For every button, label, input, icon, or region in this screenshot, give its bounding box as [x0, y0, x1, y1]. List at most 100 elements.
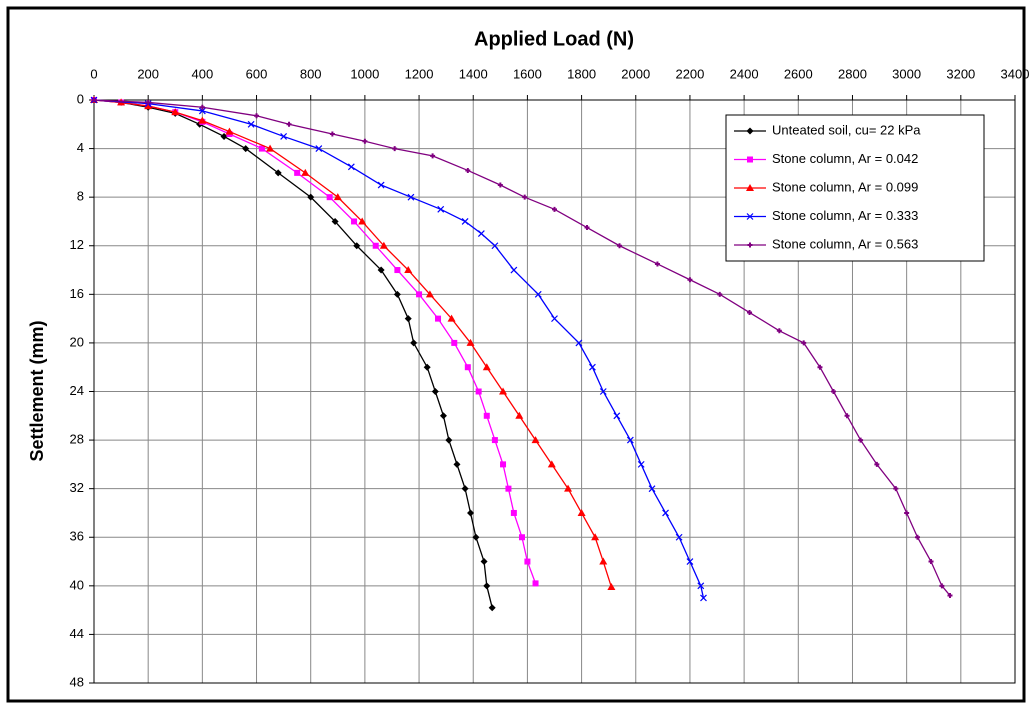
marker: [531, 436, 540, 444]
y-tick-label: 0: [77, 91, 84, 106]
marker: [416, 291, 423, 298]
marker: [445, 436, 453, 444]
y-tick-label: 44: [70, 626, 84, 641]
legend-label: Stone column, Ar = 0.333: [772, 208, 918, 223]
marker: [591, 533, 600, 541]
marker: [482, 363, 491, 371]
marker: [410, 339, 418, 347]
marker: [547, 460, 556, 468]
marker: [700, 594, 707, 602]
marker: [407, 193, 415, 201]
marker: [475, 388, 482, 395]
y-tick-label: 36: [70, 529, 84, 544]
marker: [613, 412, 621, 420]
marker: [425, 290, 434, 298]
marker: [404, 315, 412, 323]
marker: [351, 218, 358, 225]
marker: [522, 194, 528, 200]
marker: [488, 604, 496, 612]
marker: [464, 364, 471, 371]
marker: [844, 413, 850, 419]
marker: [717, 291, 723, 297]
marker: [353, 242, 361, 250]
marker: [274, 169, 282, 177]
y-tick-label: 32: [70, 480, 84, 495]
x-tick-label: 1800: [567, 66, 596, 81]
marker: [497, 182, 503, 188]
marker: [242, 145, 250, 153]
marker: [776, 328, 782, 334]
y-tick-label: 4: [77, 140, 84, 155]
marker: [534, 290, 542, 298]
x-tick-label: 2600: [784, 66, 813, 81]
marker: [510, 266, 518, 274]
marker: [564, 484, 573, 492]
y-tick-label: 8: [77, 189, 84, 204]
marker: [510, 509, 517, 516]
marker: [654, 261, 660, 267]
marker: [254, 113, 260, 119]
legend-label: Stone column, Ar = 0.563: [772, 236, 918, 251]
x-tick-label: 800: [300, 66, 322, 81]
marker: [588, 363, 596, 371]
x-tick-label: 0: [90, 66, 97, 81]
marker: [662, 509, 669, 517]
marker: [392, 146, 398, 152]
x-tick-label: 400: [192, 66, 214, 81]
legend-marker: [747, 156, 753, 163]
x-tick-label: 1200: [405, 66, 434, 81]
marker: [939, 583, 945, 589]
marker: [491, 242, 499, 250]
marker: [430, 153, 436, 159]
marker: [437, 205, 445, 213]
legend-label: Stone column, Ar = 0.042: [772, 151, 918, 166]
marker: [286, 121, 292, 127]
marker: [491, 437, 498, 444]
x-tick-label: 2400: [730, 66, 759, 81]
marker: [465, 167, 471, 173]
marker: [294, 169, 301, 176]
x-tick-label: 600: [246, 66, 268, 81]
marker: [145, 99, 151, 105]
marker: [599, 388, 607, 395]
marker: [858, 437, 864, 443]
marker: [499, 387, 508, 395]
x-tick-label: 3400: [1001, 66, 1030, 81]
marker: [439, 412, 447, 420]
y-tick-label: 24: [70, 383, 84, 398]
marker: [472, 533, 480, 541]
marker: [329, 131, 335, 137]
marker: [874, 461, 880, 467]
marker: [648, 485, 656, 493]
marker: [577, 508, 586, 516]
marker: [372, 242, 379, 249]
x-tick-label: 2000: [621, 66, 650, 81]
marker: [461, 485, 469, 493]
marker: [466, 338, 475, 346]
marker: [347, 163, 355, 171]
marker: [480, 558, 488, 566]
marker: [500, 461, 507, 468]
x-tick-label: 3200: [946, 66, 975, 81]
marker: [171, 108, 180, 116]
marker: [453, 460, 461, 468]
marker: [575, 339, 583, 347]
marker: [423, 363, 431, 371]
marker: [893, 486, 899, 492]
marker: [307, 193, 315, 201]
plot-border: [93, 99, 1016, 684]
y-tick-label: 16: [70, 286, 84, 301]
marker: [831, 389, 837, 394]
marker: [247, 120, 255, 128]
marker: [377, 266, 385, 274]
marker: [584, 225, 590, 231]
marker: [532, 580, 539, 587]
marker: [518, 534, 525, 541]
y-tick-label: 20: [70, 334, 84, 349]
marker: [687, 277, 693, 283]
marker: [551, 315, 558, 323]
marker: [697, 582, 705, 590]
marker: [617, 243, 623, 249]
x-tick-label: 1000: [350, 66, 379, 81]
